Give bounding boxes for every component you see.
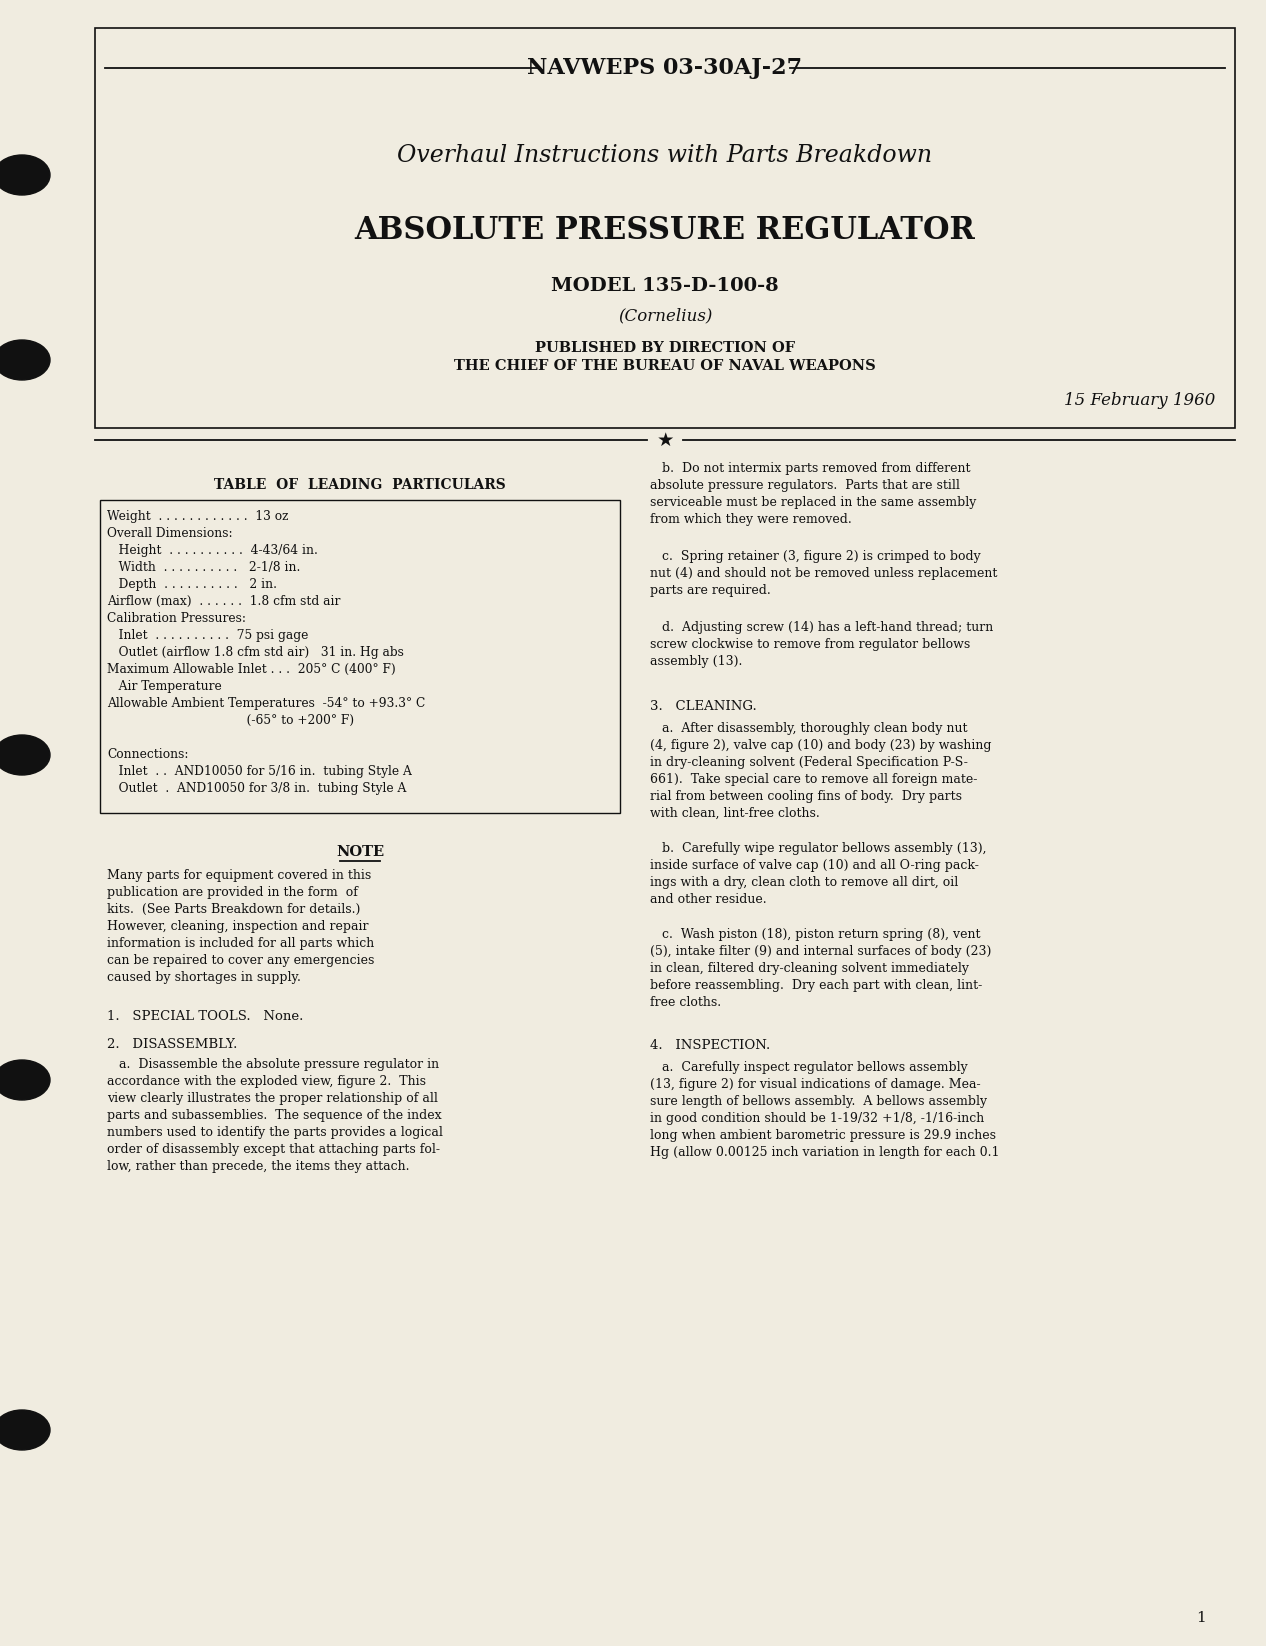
Text: Airflow (max)  . . . . . .  1.8 cfm std air: Airflow (max) . . . . . . 1.8 cfm std ai… [108, 594, 341, 607]
Text: low, rather than precede, the items they attach.: low, rather than precede, the items they… [108, 1160, 409, 1174]
Text: However, cleaning, inspection and repair: However, cleaning, inspection and repair [108, 920, 368, 933]
Text: (4, figure 2), valve cap (10) and body (23) by washing: (4, figure 2), valve cap (10) and body (… [649, 739, 991, 752]
Text: 1.   SPECIAL TOOLS.   None.: 1. SPECIAL TOOLS. None. [108, 1011, 304, 1024]
Bar [100, 500, 620, 813]
Text: inside surface of valve cap (10) and all O-ring pack-: inside surface of valve cap (10) and all… [649, 859, 979, 872]
Text: information is included for all parts which: information is included for all parts wh… [108, 937, 375, 950]
Text: THE CHIEF OF THE BUREAU OF NAVAL WEAPONS: THE CHIEF OF THE BUREAU OF NAVAL WEAPONS [454, 359, 876, 374]
Text: with clean, lint-free cloths.: with clean, lint-free cloths. [649, 807, 820, 820]
Text: accordance with the exploded view, figure 2.  This: accordance with the exploded view, figur… [108, 1075, 425, 1088]
Text: MODEL 135-D-100-8: MODEL 135-D-100-8 [551, 277, 779, 295]
Text: sure length of bellows assembly.  A bellows assembly: sure length of bellows assembly. A bello… [649, 1095, 987, 1108]
Text: Inlet  . . . . . . . . . .  75 psi gage: Inlet . . . . . . . . . . 75 psi gage [108, 629, 309, 642]
Text: NOTE: NOTE [335, 844, 384, 859]
Text: Weight  . . . . . . . . . . . .  13 oz: Weight . . . . . . . . . . . . 13 oz [108, 510, 289, 523]
Text: Overall Dimensions:: Overall Dimensions: [108, 527, 233, 540]
Ellipse shape [0, 341, 49, 380]
Text: 4.   INSPECTION.: 4. INSPECTION. [649, 1039, 770, 1052]
Text: ABSOLUTE PRESSURE REGULATOR: ABSOLUTE PRESSURE REGULATOR [354, 214, 975, 245]
Text: Hg (allow 0.00125 inch variation in length for each 0.1: Hg (allow 0.00125 inch variation in leng… [649, 1146, 999, 1159]
Text: Inlet  . .  AND10050 for 5/16 in.  tubing Style A: Inlet . . AND10050 for 5/16 in. tubing S… [108, 765, 411, 779]
Text: Maximum Allowable Inlet . . .  205° C (400° F): Maximum Allowable Inlet . . . 205° C (40… [108, 663, 396, 677]
Text: Height  . . . . . . . . . .  4-43/64 in.: Height . . . . . . . . . . 4-43/64 in. [108, 543, 318, 556]
Text: publication are provided in the form  of: publication are provided in the form of [108, 886, 358, 899]
Text: b.  Carefully wipe regulator bellows assembly (13),: b. Carefully wipe regulator bellows asse… [649, 843, 986, 854]
Text: screw clockwise to remove from regulator bellows: screw clockwise to remove from regulator… [649, 639, 970, 652]
Text: ings with a dry, clean cloth to remove all dirt, oil: ings with a dry, clean cloth to remove a… [649, 876, 958, 889]
Ellipse shape [0, 155, 49, 194]
Text: (13, figure 2) for visual indications of damage. Mea-: (13, figure 2) for visual indications of… [649, 1078, 981, 1091]
Text: rial from between cooling fins of body.  Dry parts: rial from between cooling fins of body. … [649, 790, 962, 803]
Text: 3.   CLEANING.: 3. CLEANING. [649, 700, 757, 713]
Ellipse shape [0, 736, 49, 775]
Text: view clearly illustrates the proper relationship of all: view clearly illustrates the proper rela… [108, 1091, 438, 1104]
Text: a.  Carefully inspect regulator bellows assembly: a. Carefully inspect regulator bellows a… [649, 1062, 967, 1073]
Text: b.  Do not intermix parts removed from different: b. Do not intermix parts removed from di… [649, 463, 971, 476]
Text: Many parts for equipment covered in this: Many parts for equipment covered in this [108, 869, 371, 882]
Text: serviceable must be replaced in the same assembly: serviceable must be replaced in the same… [649, 495, 976, 509]
Text: (5), intake filter (9) and internal surfaces of body (23): (5), intake filter (9) and internal surf… [649, 945, 991, 958]
Text: in dry-cleaning solvent (Federal Specification P-S-: in dry-cleaning solvent (Federal Specifi… [649, 756, 968, 769]
Text: a.  After disassembly, thoroughly clean body nut: a. After disassembly, thoroughly clean b… [649, 723, 967, 736]
Text: caused by shortages in supply.: caused by shortages in supply. [108, 971, 301, 984]
Text: order of disassembly except that attaching parts fol-: order of disassembly except that attachi… [108, 1142, 441, 1155]
Text: absolute pressure regulators.  Parts that are still: absolute pressure regulators. Parts that… [649, 479, 960, 492]
Text: free cloths.: free cloths. [649, 996, 722, 1009]
Text: Depth  . . . . . . . . . .   2 in.: Depth . . . . . . . . . . 2 in. [108, 578, 277, 591]
Text: Width  . . . . . . . . . .   2-1/8 in.: Width . . . . . . . . . . 2-1/8 in. [108, 561, 300, 574]
Ellipse shape [0, 1411, 49, 1450]
Text: parts and subassemblies.  The sequence of the index: parts and subassemblies. The sequence of… [108, 1109, 442, 1123]
Text: c.  Wash piston (18), piston return spring (8), vent: c. Wash piston (18), piston return sprin… [649, 928, 980, 942]
Text: Connections:: Connections: [108, 747, 189, 760]
Text: PUBLISHED BY DIRECTION OF: PUBLISHED BY DIRECTION OF [536, 341, 795, 356]
Text: nut (4) and should not be removed unless replacement: nut (4) and should not be removed unless… [649, 566, 998, 579]
Text: 661).  Take special care to remove all foreign mate-: 661). Take special care to remove all fo… [649, 774, 977, 787]
Text: Outlet  .  AND10050 for 3/8 in.  tubing Style A: Outlet . AND10050 for 3/8 in. tubing Sty… [108, 782, 406, 795]
Text: d.  Adjusting screw (14) has a left-hand thread; turn: d. Adjusting screw (14) has a left-hand … [649, 621, 994, 634]
Text: long when ambient barometric pressure is 29.9 inches: long when ambient barometric pressure is… [649, 1129, 996, 1142]
Text: 1: 1 [1196, 1611, 1206, 1625]
Text: Calibration Pressures:: Calibration Pressures: [108, 612, 246, 625]
Text: numbers used to identify the parts provides a logical: numbers used to identify the parts provi… [108, 1126, 443, 1139]
Text: in clean, filtered dry-cleaning solvent immediately: in clean, filtered dry-cleaning solvent … [649, 961, 968, 974]
Text: a.  Disassemble the absolute pressure regulator in: a. Disassemble the absolute pressure reg… [108, 1058, 439, 1072]
Text: can be repaired to cover any emergencies: can be repaired to cover any emergencies [108, 955, 375, 966]
Text: NAVWEPS 03-30AJ-27: NAVWEPS 03-30AJ-27 [528, 58, 803, 79]
Text: TABLE  OF  LEADING  PARTICULARS: TABLE OF LEADING PARTICULARS [214, 477, 506, 492]
Text: (Cornelius): (Cornelius) [618, 308, 713, 324]
Text: kits.  (See Parts Breakdown for details.): kits. (See Parts Breakdown for details.) [108, 904, 361, 917]
Text: Overhaul Instructions with Parts Breakdown: Overhaul Instructions with Parts Breakdo… [398, 143, 933, 166]
Text: parts are required.: parts are required. [649, 584, 771, 597]
Text: 2.   DISASSEMBLY.: 2. DISASSEMBLY. [108, 1039, 238, 1052]
Text: Allowable Ambient Temperatures  -54° to +93.3° C: Allowable Ambient Temperatures -54° to +… [108, 696, 425, 709]
Text: and other residue.: and other residue. [649, 894, 767, 905]
Text: in good condition should be 1-19/32 +1/8, -1/16-inch: in good condition should be 1-19/32 +1/8… [649, 1113, 984, 1124]
Text: (-65° to +200° F): (-65° to +200° F) [108, 714, 354, 728]
Text: 15 February 1960: 15 February 1960 [1063, 392, 1215, 408]
Text: ★: ★ [656, 431, 674, 449]
Text: before reassembling.  Dry each part with clean, lint-: before reassembling. Dry each part with … [649, 979, 982, 993]
Text: from which they were removed.: from which they were removed. [649, 514, 852, 527]
Text: Air Temperature: Air Temperature [108, 680, 222, 693]
Ellipse shape [0, 1060, 49, 1100]
Bar [95, 28, 1236, 428]
Text: Outlet (airflow 1.8 cfm std air)   31 in. Hg abs: Outlet (airflow 1.8 cfm std air) 31 in. … [108, 645, 404, 658]
Text: c.  Spring retainer (3, figure 2) is crimped to body: c. Spring retainer (3, figure 2) is crim… [649, 550, 981, 563]
Text: assembly (13).: assembly (13). [649, 655, 742, 668]
